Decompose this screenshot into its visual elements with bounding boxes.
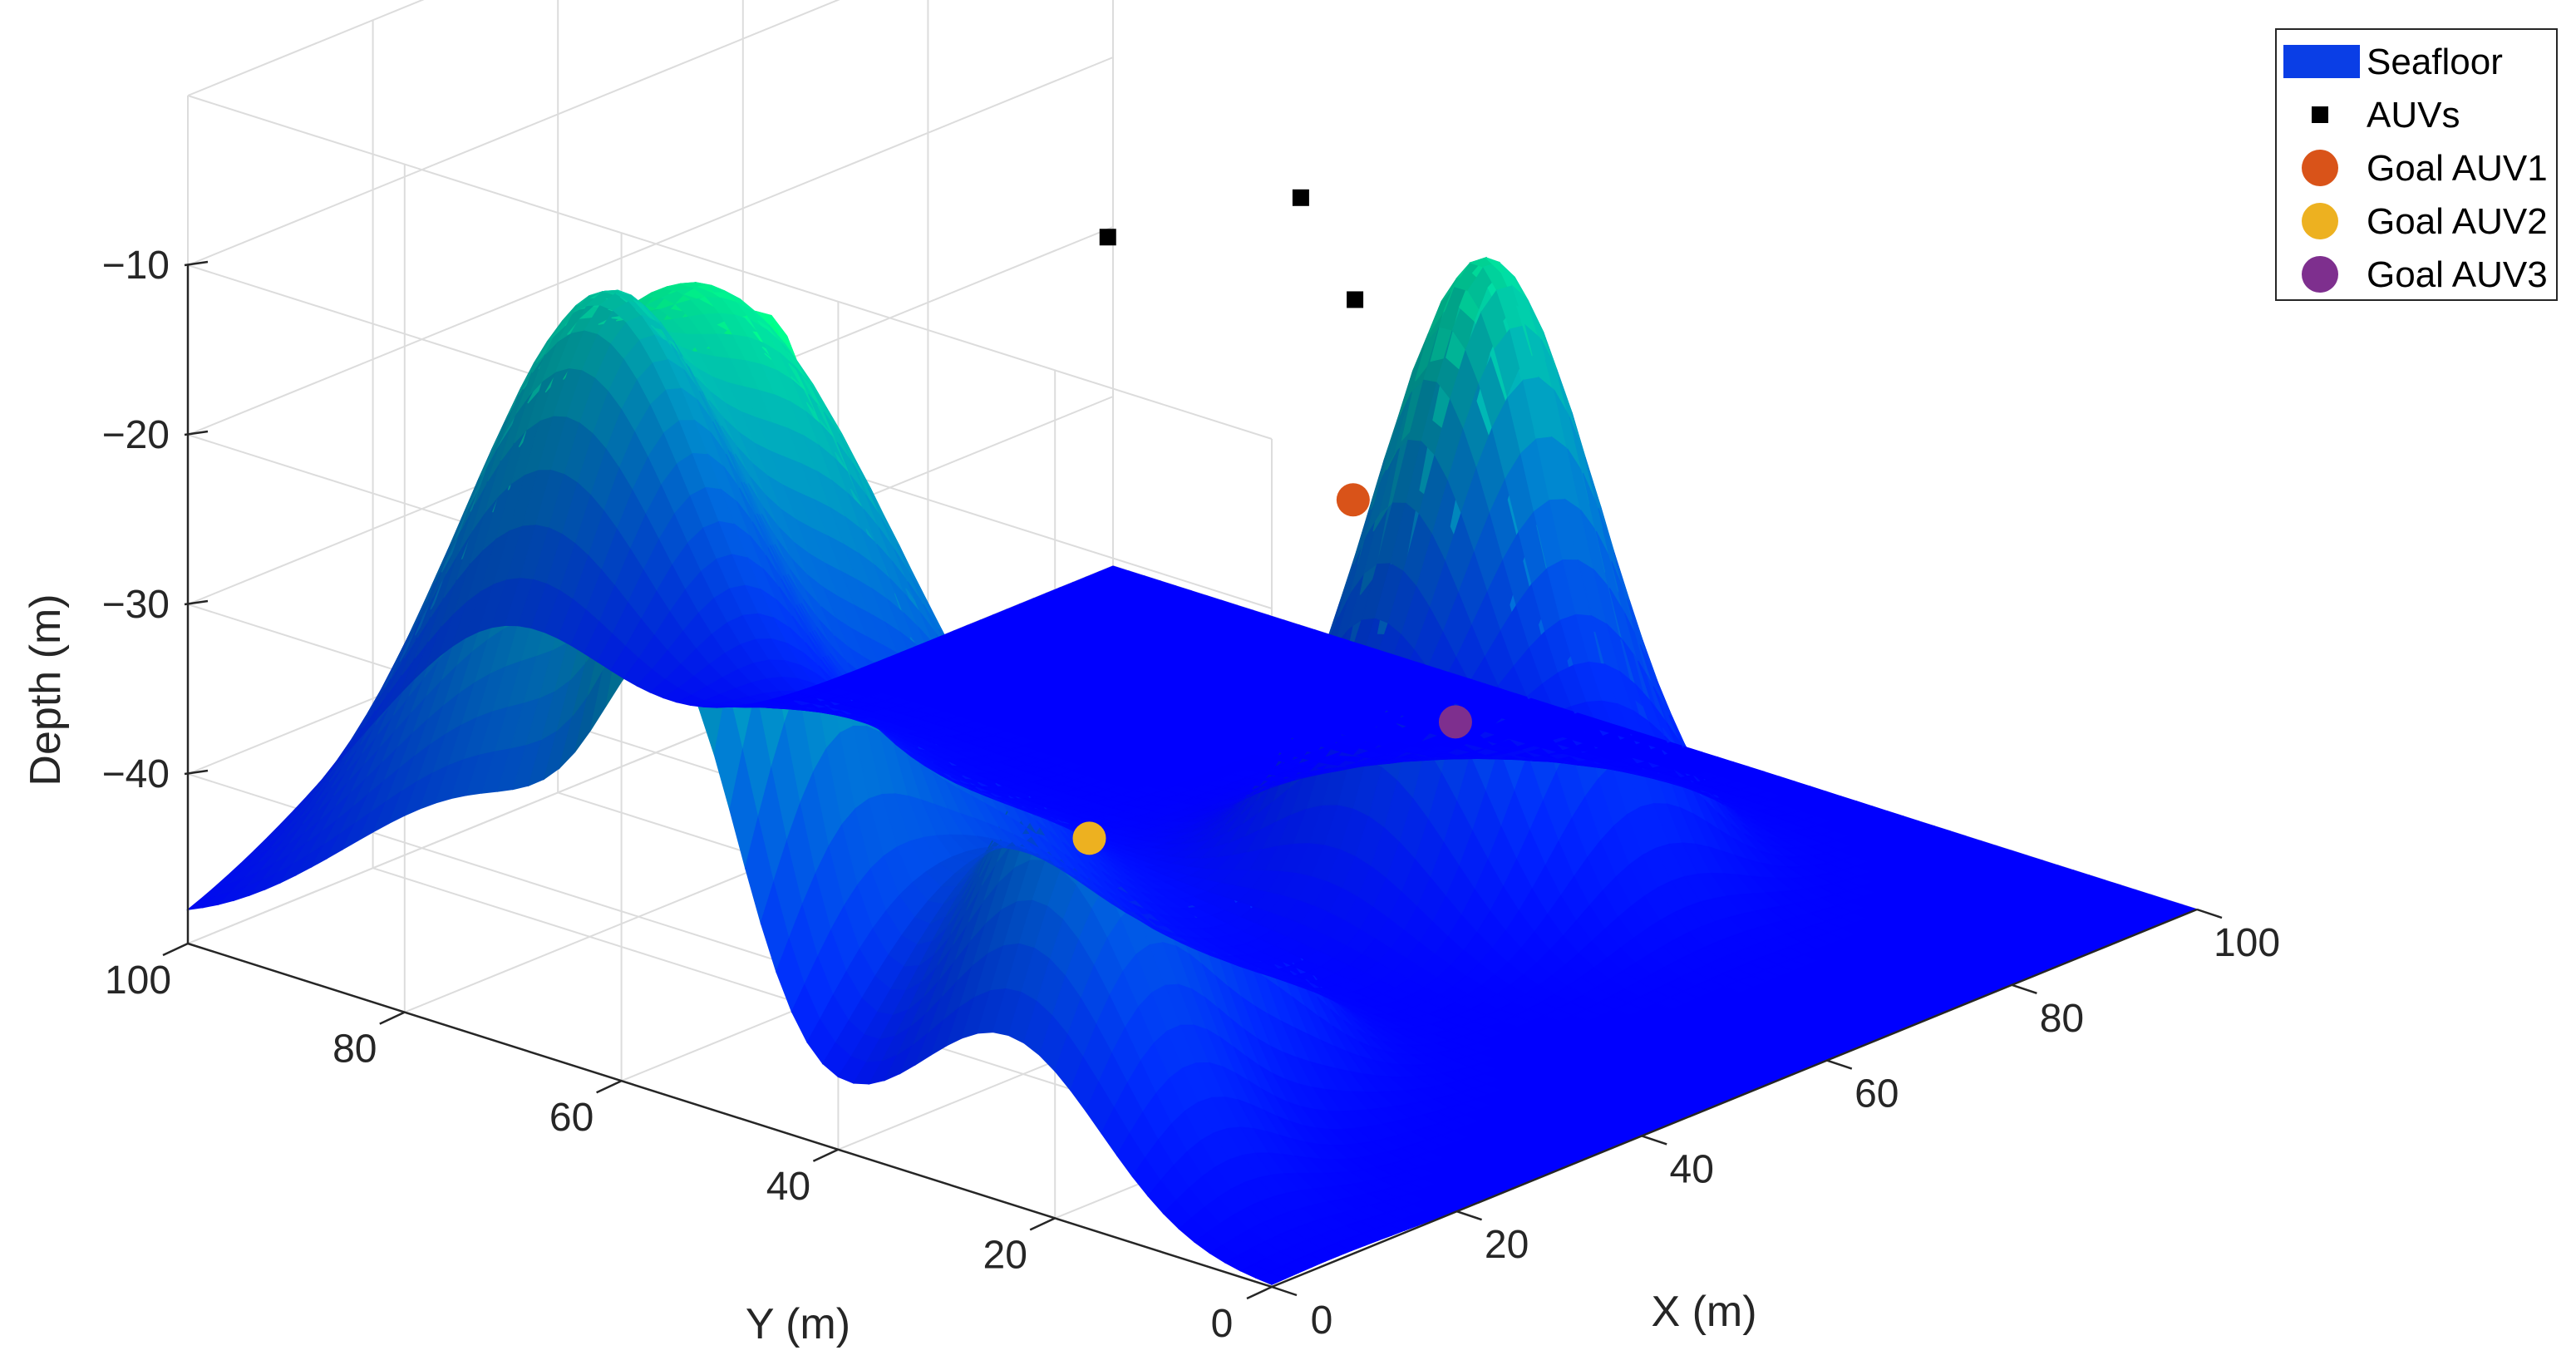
y-tick-label: 0 bbox=[1211, 1302, 1234, 1346]
y-tick-label: 80 bbox=[332, 1028, 377, 1072]
y-tick-mark bbox=[596, 1080, 623, 1094]
legend-item-seafloor: Seafloor bbox=[2277, 35, 2556, 88]
seafloor-surface bbox=[185, 256, 2199, 1285]
z-tick-label: −20 bbox=[102, 413, 170, 457]
legend-marker-goal-auv2 bbox=[2283, 203, 2360, 239]
goal-marker-auv1 bbox=[1336, 483, 1370, 517]
wall-grid-horizontal bbox=[187, 95, 1273, 440]
x-tick-label: 0 bbox=[1311, 1299, 1333, 1343]
legend-label-auvs: AUVs bbox=[2367, 95, 2460, 136]
x-tick-label: 100 bbox=[2214, 921, 2280, 965]
x-tick-mark bbox=[1456, 1210, 1482, 1221]
wall-grid-horizontal bbox=[187, 0, 425, 96]
legend-marker-goal-auv1 bbox=[2283, 150, 2360, 186]
wall-grid-horizontal bbox=[187, 0, 840, 266]
y-tick-mark bbox=[162, 942, 189, 957]
z-tick-label: −10 bbox=[102, 244, 170, 288]
y-axis-label: Y (m) bbox=[746, 1300, 850, 1348]
legend-marker-auvs bbox=[2283, 98, 2360, 131]
z-tick-label: −40 bbox=[102, 752, 170, 796]
x-tick-mark bbox=[1271, 1285, 1298, 1297]
y-tick-label: 20 bbox=[983, 1233, 1027, 1277]
auv-marker bbox=[1099, 229, 1116, 246]
x-tick-label: 60 bbox=[1854, 1072, 1899, 1116]
auv-marker bbox=[1292, 189, 1309, 206]
y-tick-mark bbox=[812, 1148, 839, 1162]
legend-item-auvs: AUVs bbox=[2277, 88, 2556, 141]
y-tick-mark bbox=[1029, 1217, 1056, 1231]
x-axis-label: X (m) bbox=[1651, 1288, 1756, 1336]
x-tick-mark bbox=[1641, 1135, 1667, 1146]
auv-marker bbox=[1347, 291, 1364, 308]
x-tick-label: 40 bbox=[1670, 1147, 1714, 1191]
x-tick-mark bbox=[2012, 983, 2037, 994]
y-tick-mark bbox=[1246, 1285, 1273, 1300]
x-tick-mark bbox=[2196, 908, 2223, 919]
z-axis-label: Depth (m) bbox=[22, 594, 70, 786]
legend-item-goal-auv1: Goal AUV1 bbox=[2277, 141, 2556, 195]
x-tick-mark bbox=[1826, 1059, 1853, 1070]
legend: Seafloor AUVs Goal AUV1 Goal AUV2 Goal A… bbox=[2275, 28, 2558, 301]
legend-label-goal-auv1: Goal AUV1 bbox=[2367, 148, 2548, 189]
goal-marker-auv2 bbox=[1072, 821, 1106, 855]
x-tick-label: 80 bbox=[2040, 997, 2084, 1041]
y-tick-mark bbox=[379, 1011, 406, 1025]
y-tick-label: 60 bbox=[549, 1096, 594, 1140]
y-tick-label: 100 bbox=[105, 959, 171, 1003]
circle-marker-icon bbox=[2302, 150, 2338, 186]
legend-item-goal-auv2: Goal AUV2 bbox=[2277, 195, 2556, 248]
legend-swatch-seafloor bbox=[2283, 45, 2360, 78]
y-tick-label: 40 bbox=[766, 1165, 810, 1209]
square-marker-icon bbox=[2312, 106, 2328, 123]
legend-label-seafloor: Seafloor bbox=[2367, 42, 2503, 82]
x-tick-label: 20 bbox=[1485, 1223, 1529, 1267]
circle-marker-icon bbox=[2302, 203, 2338, 239]
z-tick-label: −30 bbox=[102, 583, 170, 627]
wall-grid-horizontal bbox=[187, 57, 1114, 436]
goal-marker-auv3 bbox=[1438, 705, 1472, 739]
